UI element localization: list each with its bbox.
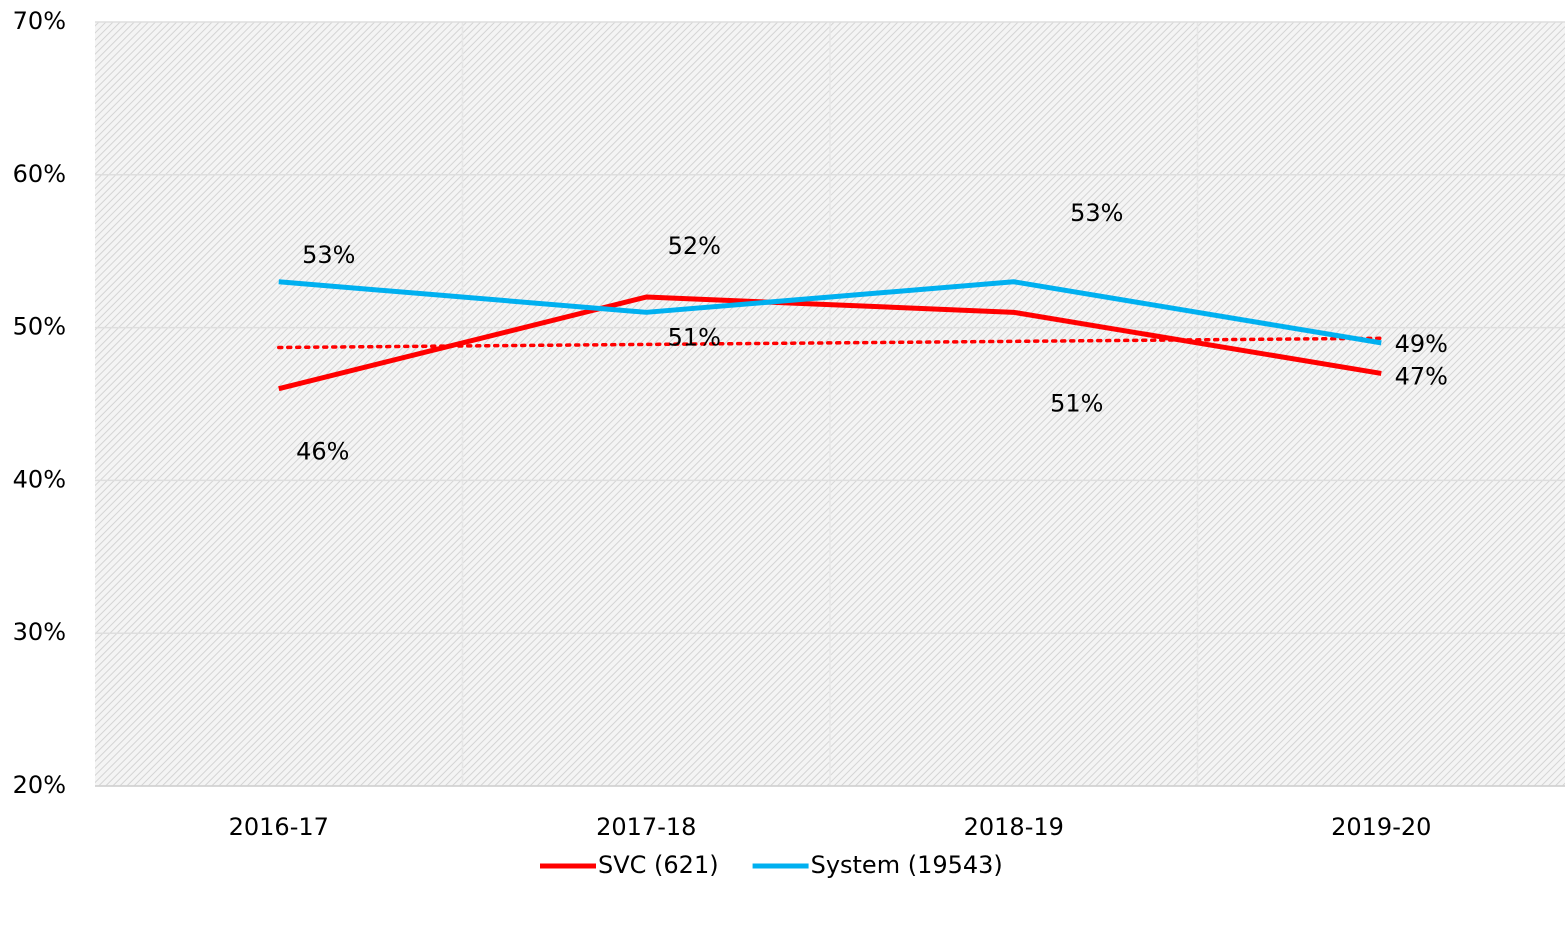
y-tick-label: 40% bbox=[13, 465, 66, 493]
data-label: 51% bbox=[1050, 389, 1103, 417]
data-label: 49% bbox=[1395, 330, 1448, 358]
data-label: 51% bbox=[668, 323, 721, 351]
x-tick-label: 2017-18 bbox=[596, 813, 696, 841]
y-tick-label: 50% bbox=[13, 313, 66, 341]
y-tick-label: 70% bbox=[13, 7, 66, 35]
legend-label: SVC (621) bbox=[598, 851, 719, 879]
y-tick-label: 30% bbox=[13, 618, 66, 646]
data-label: 46% bbox=[296, 438, 349, 466]
series-line bbox=[278, 279, 1382, 346]
y-tick-label: 60% bbox=[13, 160, 66, 188]
x-tick-label: 2019-20 bbox=[1331, 813, 1431, 841]
data-label: 47% bbox=[1395, 362, 1448, 390]
y-tick-label: 20% bbox=[13, 771, 66, 799]
data-label: 53% bbox=[1070, 199, 1123, 227]
x-tick-label: 2016-17 bbox=[229, 813, 329, 841]
series-line bbox=[278, 294, 1382, 392]
data-label: 53% bbox=[302, 241, 355, 269]
trendline bbox=[277, 336, 1383, 350]
data-label: 52% bbox=[668, 232, 721, 260]
legend-label: System (19543) bbox=[811, 851, 1003, 879]
x-tick-label: 2018-19 bbox=[964, 813, 1064, 841]
